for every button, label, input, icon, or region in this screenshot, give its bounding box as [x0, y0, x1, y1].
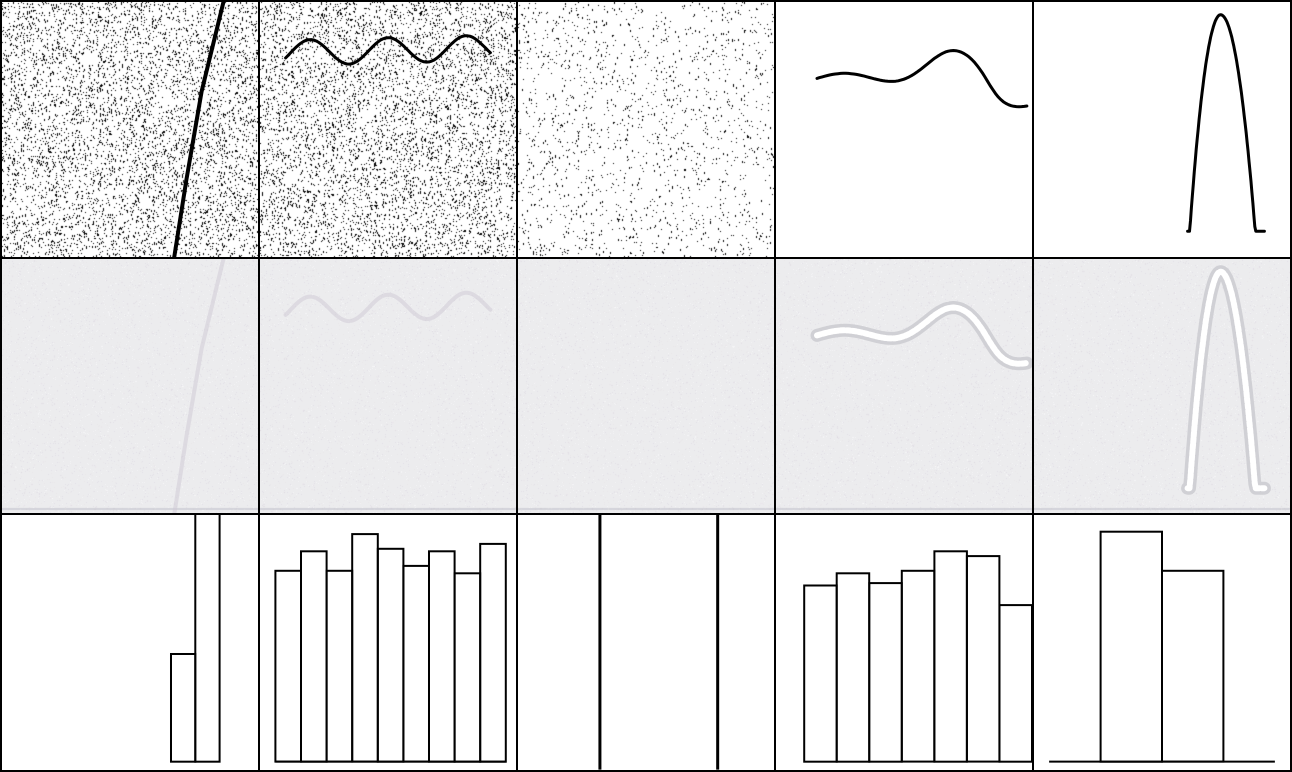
histogram-bar	[376, 548, 405, 764]
histogram-bar	[325, 570, 354, 763]
histogram-chart	[803, 550, 1032, 764]
curve-plot	[284, 34, 492, 66]
noise-texture	[2, 2, 258, 257]
histogram-bar	[169, 653, 197, 764]
recon-halo	[283, 290, 493, 323]
histogram-bar	[194, 515, 221, 764]
histogram-chart	[274, 533, 507, 764]
noisy-input-panel	[260, 2, 516, 257]
histogram-bar	[933, 550, 968, 764]
curve-line	[815, 48, 1029, 109]
recon-core	[814, 304, 1030, 367]
reconstruction-panel	[776, 258, 1032, 514]
noise-texture	[518, 2, 774, 257]
curve-plot	[172, 2, 226, 257]
reconstructed-curve	[172, 258, 226, 514]
reconstruction-texture	[260, 258, 516, 514]
histogram-bar	[351, 533, 379, 763]
reconstructed-curve	[1181, 264, 1271, 495]
curve-line	[172, 2, 226, 257]
histogram-bar	[427, 550, 456, 764]
reconstruction-panel	[2, 258, 258, 514]
histogram-panel	[776, 515, 1032, 770]
histogram-bar	[453, 572, 482, 764]
curve-plot	[815, 48, 1029, 109]
histogram-bar	[274, 570, 303, 763]
histogram-bar	[803, 584, 838, 764]
histogram-bar	[402, 565, 430, 763]
histogram-bar	[300, 550, 328, 764]
reconstructed-curve	[283, 290, 493, 323]
histogram-bar	[479, 543, 507, 764]
histogram-bar	[900, 570, 936, 763]
noise-texture	[260, 2, 516, 257]
recon-core	[1184, 268, 1268, 491]
histogram-panel	[1034, 515, 1290, 770]
recon-halo	[810, 300, 1032, 370]
curve-line	[1186, 13, 1266, 233]
histogram-bar	[1161, 570, 1225, 763]
noisy-input-panel	[2, 2, 258, 257]
curve-plot	[1186, 13, 1266, 233]
reconstruction-texture	[518, 258, 774, 514]
histogram-panel	[260, 515, 516, 770]
histogram-bar	[868, 582, 903, 764]
noisy-input-panel	[518, 2, 774, 257]
histogram-bar	[965, 555, 1001, 763]
histogram-bar	[835, 572, 871, 764]
histogram-panel	[2, 515, 258, 770]
histogram-chart	[598, 515, 720, 770]
recon-halo	[172, 258, 226, 514]
histogram-chart	[1049, 531, 1275, 764]
reconstruction-panel	[518, 258, 774, 514]
noise-texture	[776, 2, 1032, 257]
reconstruction-texture	[776, 258, 1032, 514]
histogram-panel	[518, 515, 774, 770]
noisy-input-panel	[1034, 2, 1290, 257]
reconstruction-panel	[260, 258, 516, 514]
noise-texture	[1034, 2, 1290, 257]
reconstruction-panel	[1034, 258, 1290, 514]
histogram-bar	[998, 604, 1032, 764]
histogram-bar	[1099, 531, 1163, 764]
reconstruction-texture	[2, 258, 258, 514]
reconstructed-curve	[810, 300, 1032, 370]
histogram-chart	[169, 515, 221, 764]
curve-line	[284, 34, 492, 66]
noisy-input-panel	[776, 2, 1032, 257]
